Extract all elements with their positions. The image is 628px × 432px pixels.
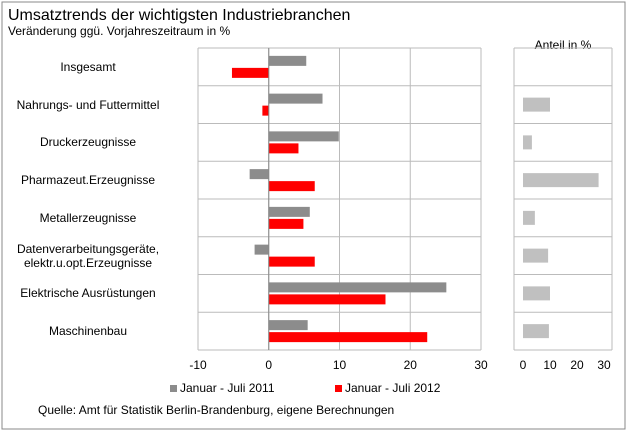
- legend-swatch: [170, 385, 177, 392]
- x-tick-label: 10: [543, 358, 557, 372]
- bar: [268, 282, 447, 293]
- x-tick-label: 0: [265, 358, 272, 372]
- bar: [231, 67, 269, 78]
- chart-subtitle: Veränderung ggü. Vorjahreszeitraum in %: [8, 24, 230, 38]
- category-label: Nahrungs- und Futtermittel: [16, 97, 160, 112]
- bar: [254, 244, 269, 255]
- bar: [268, 93, 323, 104]
- bar: [268, 131, 339, 142]
- bar: [523, 210, 535, 225]
- bar: [268, 332, 428, 343]
- bar: [262, 105, 269, 116]
- panel-title: Anteil in %: [535, 38, 592, 52]
- bar: [268, 256, 315, 267]
- bar: [523, 173, 599, 188]
- bar: [268, 181, 315, 192]
- category-label: Elektrische Ausrüstungen: [20, 286, 156, 301]
- bar: [249, 169, 269, 180]
- source: Quelle: Amt für Statistik Berlin-Branden…: [38, 403, 394, 417]
- category-label: Pharmazeut.Erzeugnisse: [20, 173, 156, 188]
- bar: [268, 143, 299, 154]
- bar: [523, 248, 549, 263]
- chart-title: Umsatztrends der wichtigsten Industriebr…: [8, 7, 350, 24]
- legend-label: Januar - Juli 2012: [345, 381, 441, 395]
- category-label: Druckerzeugnisse: [39, 135, 137, 150]
- x-tick-label: 20: [570, 358, 584, 372]
- x-tick-label: 30: [597, 358, 611, 372]
- bar: [523, 135, 532, 150]
- bar: [523, 97, 550, 112]
- category-label: Metallerzeugnisse: [39, 210, 137, 225]
- x-tick-label: -10: [189, 358, 207, 372]
- legend-label: Januar - Juli 2011: [180, 381, 275, 395]
- bar: [268, 294, 386, 305]
- bar: [268, 218, 304, 229]
- legend-swatch: [335, 385, 342, 392]
- bar: [268, 320, 308, 331]
- bar: [268, 206, 310, 217]
- bar: [268, 55, 307, 66]
- bar: [523, 286, 550, 301]
- x-tick-label: 30: [474, 358, 488, 372]
- category-label: Datenverarbeitungsgeräte, elektr.u.opt.E…: [16, 241, 160, 270]
- category-label: Maschinenbau: [48, 324, 128, 339]
- category-label: Insgesamt: [60, 59, 116, 74]
- x-tick-label: 10: [333, 358, 347, 372]
- bar: [523, 324, 549, 339]
- x-tick-label: 0: [520, 358, 527, 372]
- x-tick-label: 20: [404, 358, 418, 372]
